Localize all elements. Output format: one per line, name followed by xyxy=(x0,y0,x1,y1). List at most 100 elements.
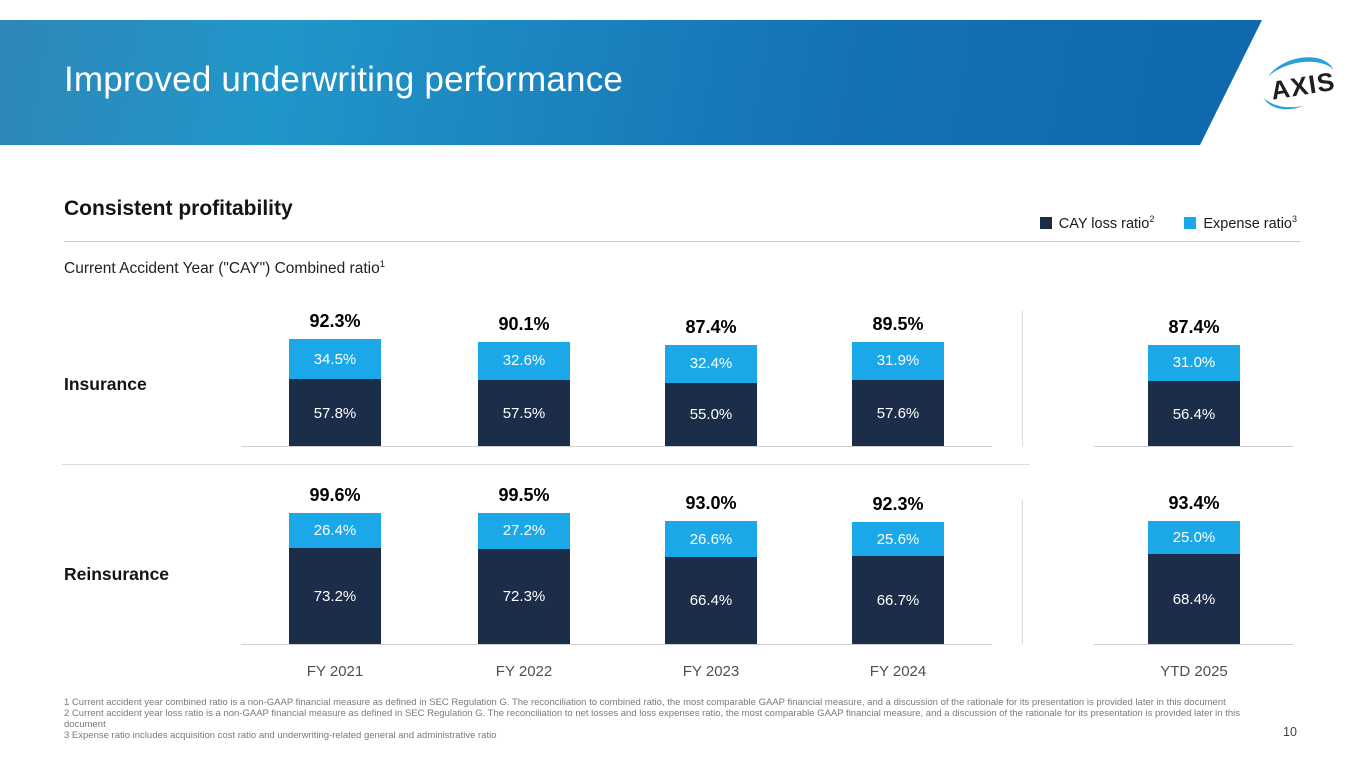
bar-segment-label: 27.2% xyxy=(502,522,546,540)
bar-column: 92.3% 25.6% 66.7% xyxy=(833,494,963,645)
x-axis-label: FY 2022 xyxy=(495,663,553,680)
logo-swoosh-top xyxy=(1268,57,1334,77)
footnote-3: 3 Expense ratio includes acquisition cos… xyxy=(64,730,497,741)
x-axis-label: FY 2023 xyxy=(682,663,740,680)
x-axis-label: FY 2021 xyxy=(306,663,364,680)
stacked-bar: 25.0% 68.4% xyxy=(1148,520,1240,645)
stacked-bar: 27.2% 72.3% xyxy=(478,512,570,645)
stacked-bar: 31.9% 57.6% xyxy=(852,342,944,447)
stacked-bar: 34.5% 57.8% xyxy=(289,339,381,447)
x-axis: FY 2021 FY 2022 FY 2023 FY 2024 YTD 2025 xyxy=(0,663,1365,683)
ytd-separator-insurance xyxy=(1022,311,1023,446)
bar-column: 89.5% 31.9% 57.6% xyxy=(833,314,963,447)
bar-total-label: 93.0% xyxy=(685,493,737,514)
reinsurance-ytd-baseline xyxy=(1094,644,1293,645)
bar-segment-loss-ratio: 66.4% xyxy=(665,556,757,645)
stacked-bar: 26.4% 73.2% xyxy=(289,512,381,645)
bar-segment-label: 68.4% xyxy=(1172,591,1216,609)
bar-segment-label: 32.6% xyxy=(502,352,546,370)
bar-segment-loss-ratio: 56.4% xyxy=(1148,381,1240,447)
chart-title: Current Accident Year ("CAY") Combined r… xyxy=(64,259,386,278)
bar-segment-expense-ratio: 27.2% xyxy=(478,512,570,549)
insurance-chart-row: 92.3% 34.5% 57.8% 90.1% 32.6% 57.5% 87.4% 32.4%… xyxy=(0,300,1365,447)
bar-segment-label: 55.0% xyxy=(689,406,733,424)
bar-segment-label: 26.4% xyxy=(313,521,357,539)
bar-column: 90.1% 32.6% 57.5% xyxy=(459,314,589,447)
legend-item-loss-ratio: CAY loss ratio2 xyxy=(1039,214,1155,232)
bar-segment-loss-ratio: 73.2% xyxy=(289,547,381,645)
stacked-bar: 32.4% 55.0% xyxy=(665,344,757,447)
loss-ratio-swatch-icon xyxy=(1039,216,1052,229)
bar-segment-expense-ratio: 32.6% xyxy=(478,341,570,380)
logo-swoosh-bottom xyxy=(1263,97,1303,110)
stacked-bar: 32.6% 57.5% xyxy=(478,341,570,447)
stacked-bar: 26.6% 66.4% xyxy=(665,521,757,645)
bar-segment-loss-ratio: 66.7% xyxy=(852,556,944,645)
bar-segment-label: 73.2% xyxy=(313,587,357,605)
expense-ratio-swatch-icon xyxy=(1184,216,1197,229)
logo-text: AXIS xyxy=(1269,68,1337,106)
bar-total-label: 99.6% xyxy=(309,484,361,505)
footnotes: 1 Current accident year combined ratio i… xyxy=(64,697,1282,741)
bar-column: 99.5% 27.2% 72.3% xyxy=(459,485,589,645)
bar-segment-label: 66.4% xyxy=(689,592,733,610)
bar-column: 87.4% 32.4% 55.0% xyxy=(646,317,776,447)
bar-segment-expense-ratio: 31.9% xyxy=(852,342,944,380)
header-banner: Improved underwriting performance xyxy=(0,20,1262,145)
bar-total-label: 87.4% xyxy=(1168,316,1220,337)
axis-logo: AXIS xyxy=(1263,57,1337,110)
reinsurance-baseline xyxy=(241,644,992,645)
footnote-1: 1 Current accident year combined ratio i… xyxy=(64,697,1226,708)
bar-segment-loss-ratio: 68.4% xyxy=(1148,554,1240,645)
bar-segment-loss-ratio: 72.3% xyxy=(478,548,570,645)
bar-column: 93.4% 25.0% 68.4% xyxy=(1129,493,1259,645)
bar-segment-loss-ratio: 57.8% xyxy=(289,379,381,447)
rows-divider-line xyxy=(62,464,1030,465)
stacked-bar: 31.0% 56.4% xyxy=(1148,344,1240,447)
bar-segment-expense-ratio: 25.0% xyxy=(1148,520,1240,555)
bar-column: 93.0% 26.6% 66.4% xyxy=(646,493,776,645)
bar-total-label: 87.4% xyxy=(685,316,737,337)
bar-segment-expense-ratio: 25.6% xyxy=(852,522,944,557)
bar-column: 99.6% 26.4% 73.2% xyxy=(270,485,400,645)
bar-segment-expense-ratio: 26.6% xyxy=(665,521,757,557)
bar-segment-label: 72.3% xyxy=(502,588,546,606)
section-heading: Consistent profitability xyxy=(64,197,293,220)
bar-segment-expense-ratio: 31.0% xyxy=(1148,344,1240,382)
header-divider-line xyxy=(64,241,1300,242)
bar-segment-expense-ratio: 32.4% xyxy=(665,344,757,383)
bar-segment-loss-ratio: 57.6% xyxy=(852,379,944,447)
slide-title: Improved underwriting performance xyxy=(64,60,624,99)
bar-segment-label: 34.5% xyxy=(313,350,357,368)
ytd-separator-reinsurance xyxy=(1022,500,1023,644)
page-number: 10 xyxy=(1283,725,1297,739)
row-label-reinsurance: Reinsurance xyxy=(64,564,170,584)
chart-legend: CAY loss ratio2 Expense ratio3 xyxy=(1039,214,1297,232)
bar-segment-label: 31.0% xyxy=(1172,354,1216,372)
bar-total-label: 90.1% xyxy=(498,313,550,334)
bar-segment-label: 66.7% xyxy=(876,592,920,610)
legend-label: CAY loss ratio2 xyxy=(1058,214,1155,232)
bar-segment-label: 57.5% xyxy=(502,404,546,422)
bar-total-label: 99.5% xyxy=(498,484,550,505)
bar-segment-label: 26.6% xyxy=(689,530,733,548)
bar-segment-label: 31.9% xyxy=(876,352,920,370)
bar-segment-label: 57.8% xyxy=(313,404,357,422)
stacked-bar: 25.6% 66.7% xyxy=(852,522,944,645)
insurance-ytd-baseline xyxy=(1094,446,1293,447)
bar-segment-label: 25.0% xyxy=(1172,528,1216,546)
reinsurance-chart-row: 99.6% 26.4% 73.2% 99.5% 27.2% 72.3% 93.0% 26.6%… xyxy=(0,470,1365,645)
bar-total-label: 93.4% xyxy=(1168,492,1220,513)
bar-column: 87.4% 31.0% 56.4% xyxy=(1129,317,1259,447)
footnote-2: 2 Current accident year loss ratio is a … xyxy=(64,708,1240,730)
bar-total-label: 92.3% xyxy=(309,311,361,332)
bar-segment-loss-ratio: 55.0% xyxy=(665,382,757,447)
bar-segment-loss-ratio: 57.5% xyxy=(478,379,570,447)
legend-item-expense-ratio: Expense ratio3 xyxy=(1184,214,1297,232)
bar-total-label: 92.3% xyxy=(872,494,924,515)
x-axis-label: YTD 2025 xyxy=(1160,663,1228,680)
insurance-baseline xyxy=(241,446,992,447)
legend-label: Expense ratio3 xyxy=(1203,214,1297,232)
row-label-insurance: Insurance xyxy=(64,374,147,394)
